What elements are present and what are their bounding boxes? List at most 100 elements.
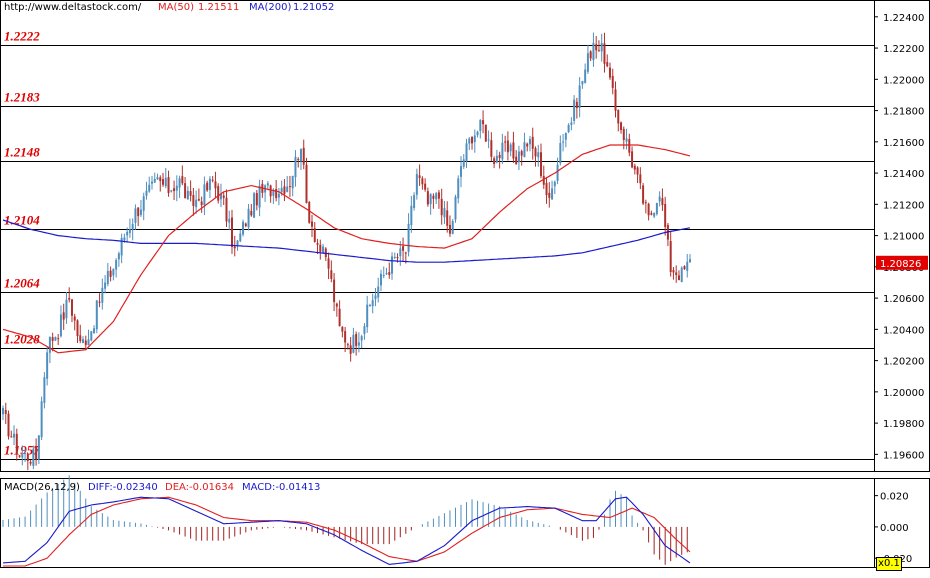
candle-up xyxy=(175,185,178,191)
candle-down xyxy=(184,183,187,198)
candle-down xyxy=(484,124,487,142)
candle-up xyxy=(581,81,584,85)
candle-down xyxy=(330,270,333,279)
candle-up xyxy=(139,209,142,215)
candle-up xyxy=(128,229,131,233)
candle-up xyxy=(600,42,603,52)
candle-down xyxy=(308,202,311,223)
candle-down xyxy=(255,193,258,206)
ma200-line xyxy=(2,219,691,263)
candle-up xyxy=(153,178,156,183)
candle-down xyxy=(620,122,623,131)
candle-down xyxy=(217,186,220,201)
price-axis-tick-label: 1.21600 xyxy=(883,138,924,149)
candle-down xyxy=(504,141,507,143)
candle-up xyxy=(272,189,275,196)
current-price-tag xyxy=(876,255,928,270)
candle-down xyxy=(446,210,449,226)
candle-up xyxy=(112,268,115,276)
candle-down xyxy=(506,140,509,153)
ma200-value: 1.21052 xyxy=(293,2,335,13)
candle-down xyxy=(531,136,534,149)
candle-down xyxy=(7,413,10,437)
candle-down xyxy=(76,320,79,337)
candle-down xyxy=(498,154,501,158)
candle-up xyxy=(363,326,366,334)
candle-up xyxy=(584,69,587,83)
candle-up xyxy=(551,188,554,200)
candle-up xyxy=(528,139,531,145)
site-url[interactable]: http://www.deltastock.com/ xyxy=(4,2,142,13)
level-label: 1.2104 xyxy=(4,213,40,228)
macd-dea: DEA:-0.01634 xyxy=(165,482,235,493)
candle-up xyxy=(374,295,377,300)
price-axis-tick-label: 1.21000 xyxy=(883,232,924,243)
candle-up xyxy=(399,248,402,257)
price-axis-tick-label: 1.19600 xyxy=(883,450,924,461)
candle-up xyxy=(468,138,471,144)
candle-down xyxy=(404,252,407,254)
candle-down xyxy=(173,188,176,192)
candle-down xyxy=(338,308,341,327)
candle-up xyxy=(553,181,556,187)
candle-up xyxy=(65,299,68,319)
candle-up xyxy=(686,261,689,271)
candle-up xyxy=(573,99,576,121)
candle-down xyxy=(349,345,352,354)
candle-up xyxy=(134,208,137,223)
candle-up xyxy=(385,273,388,275)
candle-down xyxy=(595,44,598,51)
candle-up xyxy=(40,401,43,438)
candle-up xyxy=(559,143,562,164)
candle-up xyxy=(291,175,294,189)
candle-up xyxy=(236,240,239,247)
candle-down xyxy=(319,244,322,252)
scale-multiplier[interactable]: x0.1 xyxy=(876,557,902,571)
candle-up xyxy=(360,336,363,341)
candle-up xyxy=(523,142,526,158)
candle-up xyxy=(266,183,269,186)
candle-up xyxy=(357,342,360,346)
candle-up xyxy=(195,199,198,208)
candle-down xyxy=(448,224,451,234)
candle-down xyxy=(526,143,529,147)
candle-up xyxy=(106,270,109,285)
candle-down xyxy=(493,158,496,165)
price-axis-tick-label: 1.20400 xyxy=(883,325,924,336)
candle-down xyxy=(437,192,440,199)
price-axis-tick-label: 1.20600 xyxy=(883,294,924,305)
candle-down xyxy=(341,326,344,332)
candle-down xyxy=(137,207,140,217)
candle-up xyxy=(658,196,661,202)
candle-down xyxy=(214,181,217,189)
candle-up xyxy=(460,166,462,177)
price-panel-frame xyxy=(0,0,930,472)
candle-up xyxy=(366,304,369,328)
candle-down xyxy=(471,136,474,144)
level-label: 1.2028 xyxy=(4,332,40,347)
candle-down xyxy=(388,272,391,275)
candle-down xyxy=(225,197,228,222)
candle-up xyxy=(592,42,595,60)
candle-down xyxy=(162,179,165,185)
macd-value: MACD:-0.01413 xyxy=(242,482,321,493)
candle-up xyxy=(294,156,297,178)
candle-down xyxy=(231,217,233,247)
candle-down xyxy=(418,175,421,179)
candle-up xyxy=(415,174,418,195)
level-label: 1.2148 xyxy=(4,145,40,160)
candle-down xyxy=(316,243,319,245)
candle-up xyxy=(208,178,211,190)
candle-down xyxy=(62,312,65,320)
candle-down xyxy=(344,331,347,343)
candle-up xyxy=(203,184,206,206)
candle-up xyxy=(126,231,129,236)
candle-up xyxy=(457,178,460,199)
candle-down xyxy=(250,210,253,216)
candle-up xyxy=(219,193,222,200)
candle-down xyxy=(424,183,427,190)
level-label: 1.2183 xyxy=(4,90,40,105)
candle-down xyxy=(333,279,336,303)
ma50-label: MA(50) xyxy=(158,2,194,13)
candle-down xyxy=(661,198,664,205)
